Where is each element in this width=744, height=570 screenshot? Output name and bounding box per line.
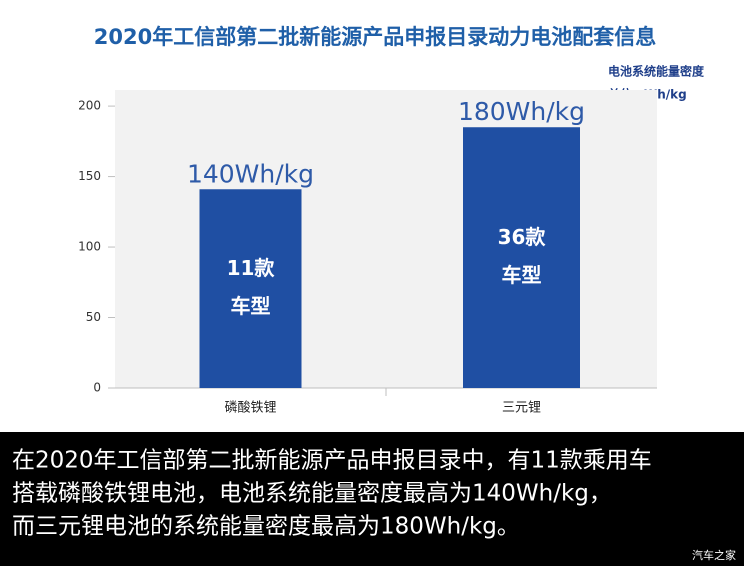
x-tick-label: 磷酸铁锂 [224,401,276,416]
caption-band [0,432,744,566]
y-tick-label: 50 [86,310,101,324]
y-tick-label: 200 [78,99,101,113]
y-tick-label: 100 [78,240,101,254]
caption-line: 在2020年工信部第二批新能源产品申报目录中，有11款乘用车 [12,448,652,474]
unit-note: 电池系统能量密度 [608,64,705,79]
bar [463,127,580,388]
bar-annotation: 140Wh/kg [187,159,314,188]
bar-inner-label: 车型 [231,294,271,318]
bar-inner-label: 车型 [502,263,542,287]
y-tick-label: 150 [78,169,101,183]
x-tick-label: 三元锂 [502,401,541,416]
chart-title: 2020年工信部第二批新能源产品申报目录动力电池配套信息 [94,25,656,49]
bar-inner-label: 11款 [227,256,276,280]
caption-line: 搭载磷酸铁锂电池，电池系统能量密度最高为140Wh/kg， [12,481,612,507]
watermark: 汽车之家 [692,548,736,562]
bar [199,189,302,388]
caption-line: 而三元锂电池的系统能量密度最高为180Wh/kg。 [12,514,520,540]
y-tick-label: 0 [93,381,101,395]
bar-inner-label: 36款 [498,225,547,249]
bar-annotation: 180Wh/kg [458,97,585,126]
